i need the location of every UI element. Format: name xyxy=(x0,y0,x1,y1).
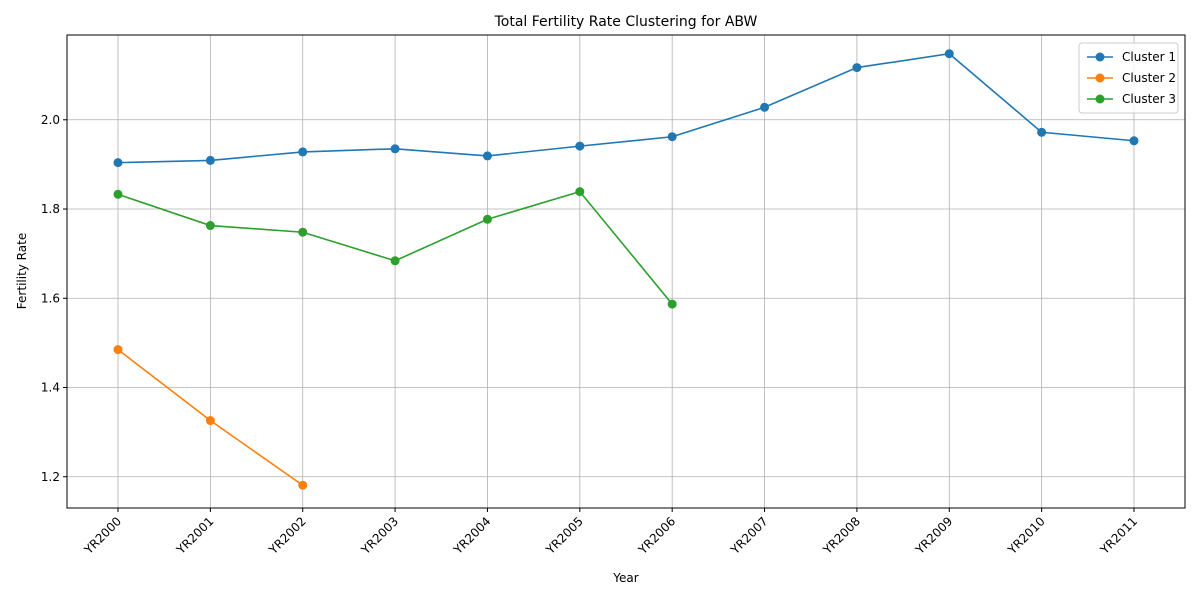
y-tick-label: 1.4 xyxy=(41,381,60,395)
y-tick-label: 1.6 xyxy=(41,291,60,305)
data-point-marker xyxy=(298,480,308,490)
y-axis-title: Fertility Rate xyxy=(15,233,29,309)
data-point-marker xyxy=(298,147,308,157)
data-point-marker xyxy=(575,141,585,151)
data-point-marker xyxy=(944,49,954,59)
data-point-marker xyxy=(482,151,492,161)
legend-label: Cluster 1 xyxy=(1122,50,1176,64)
data-point-marker xyxy=(760,102,770,112)
y-tick-label: 2.0 xyxy=(41,113,60,127)
legend-box xyxy=(1078,42,1179,114)
series-1 xyxy=(113,49,1139,168)
data-point-marker xyxy=(113,189,123,199)
y-tick-label: 1.2 xyxy=(41,470,60,484)
data-point-marker xyxy=(113,345,123,355)
data-point-marker xyxy=(667,299,677,309)
legend: Cluster 1 Cluster 2 Cluster 3 xyxy=(1078,42,1179,114)
x-axis-title: Year xyxy=(612,571,638,585)
data-point-marker xyxy=(113,158,123,168)
data-point-marker xyxy=(390,144,400,154)
data-point-marker xyxy=(1129,136,1139,146)
data-point-marker xyxy=(575,187,585,197)
series-3 xyxy=(113,187,677,309)
series-layer xyxy=(113,49,1139,490)
data-point-marker xyxy=(667,132,677,142)
data-point-marker xyxy=(205,155,215,165)
y-tick-label: 1.8 xyxy=(41,202,60,216)
legend-marker xyxy=(1095,94,1105,104)
legend-label: Cluster 3 xyxy=(1122,92,1176,106)
legend-label: Cluster 2 xyxy=(1122,71,1176,85)
data-point-marker xyxy=(390,256,400,266)
data-point-marker xyxy=(205,416,215,426)
series-2 xyxy=(113,345,308,490)
grid-lines xyxy=(67,35,1185,508)
legend-marker xyxy=(1095,52,1105,62)
series-line xyxy=(117,52,1135,164)
plot-frame xyxy=(66,34,1186,509)
data-point-marker xyxy=(205,221,215,231)
data-point-marker xyxy=(1037,127,1047,137)
data-point-marker xyxy=(482,214,492,224)
chart-title: Total Fertility Rate Clustering for ABW xyxy=(494,14,758,30)
data-point-marker xyxy=(852,63,862,73)
legend-marker xyxy=(1095,73,1105,83)
data-point-marker xyxy=(298,227,308,237)
